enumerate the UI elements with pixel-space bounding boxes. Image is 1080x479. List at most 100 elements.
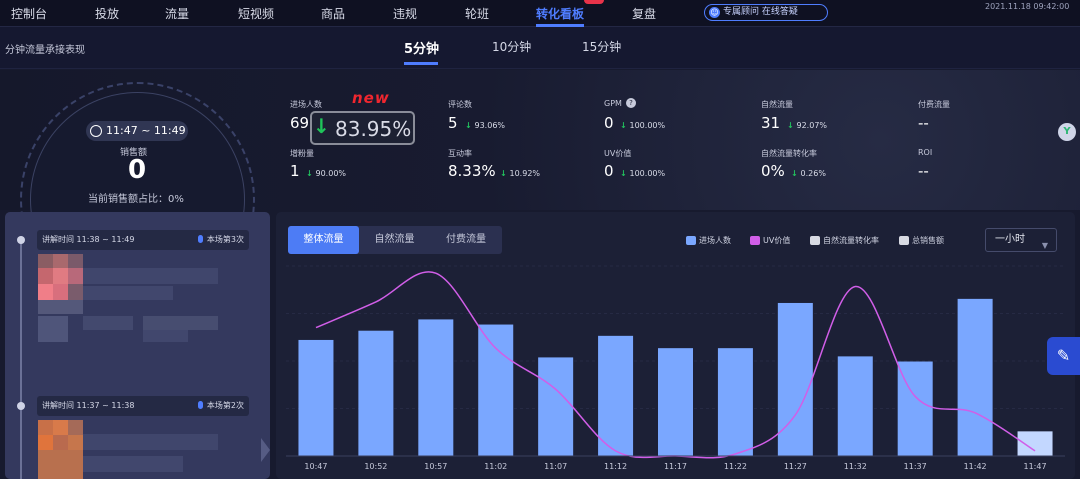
nav-item-console[interactable]: 控制台 [11,7,48,21]
down-arrow-icon: ↓ [620,169,630,178]
bar-10:52[interactable] [358,330,394,456]
episode-time: 讲解时间 11:38 ~ 11:49 [42,235,135,244]
metric-label-gpm: GPM [604,99,622,108]
nav-item-conversion-board[interactable]: 转化看板 [536,7,585,21]
tab-15min[interactable]: 15分钟 [582,40,622,54]
metric-value-comments: 5 [448,114,458,132]
sales-ratio: 当前销售额占比：0% [88,194,184,205]
metric-trend-uv-value: ↓ 100.00% [620,169,666,178]
nav-item-products[interactable]: 商品 [321,7,346,21]
range-select-value: 一小时 [995,234,1025,245]
x-tick-label: 11:32 [844,462,867,471]
mic-icon [197,235,203,243]
metric-label-comments: 评论数 [448,100,472,109]
tab-10min[interactable]: 10分钟 [492,40,532,54]
metric-label-visitors: 进场人数 [290,100,322,109]
new-annotation: new [352,89,390,107]
bar-11:07[interactable] [538,357,574,456]
segment-paid[interactable]: 付费流量 [446,234,486,245]
episode-time: 讲解时间 11:37 ~ 11:38 [42,401,135,410]
metric-value-visitors: 69 [290,114,310,132]
bar-11:47[interactable] [1017,431,1053,456]
down-arrow-icon: ↓ [306,169,316,178]
datetime: 2021.11.18 09:42:00 [985,2,1070,11]
tab-5min[interactable]: 5分钟 [404,42,440,57]
nav-item-short-video[interactable]: 短视频 [238,7,275,21]
metric-label-natural-conversion: 自然流量转化率 [761,149,817,158]
timeline [20,236,22,479]
bar-10:47[interactable] [298,339,334,456]
nav-item-shifts[interactable]: 轮班 [465,7,490,21]
sales-label: 销售额 [120,148,148,158]
info-icon[interactable]: ? [626,98,636,108]
legend-swatch [750,236,760,245]
top-nav: 控制台 投放 流量 短视频 商品 违规 轮班 转化看板 复盘 ☺ 专属顾问 在线… [0,0,1080,27]
x-tick-label: 11:02 [484,462,507,471]
help-button-label: 专属顾问 在线答疑 [723,7,798,17]
metric-value-paid-traffic: -- [918,114,929,132]
segment-natural[interactable]: 自然流量 [374,234,415,245]
bar-11:17[interactable] [658,348,693,456]
metric-value-new-fans: 1 [290,162,300,180]
metric-trend-natural-traffic: ↓ 92.07% [787,121,828,130]
metric-label-paid-traffic: 付费流量 [918,100,950,109]
legend-visitors[interactable]: 进场人数 [686,235,731,246]
metric-label-new-fans: 增粉量 [290,149,314,158]
metric-label-roi: ROI [918,148,933,157]
nav-item-traffic[interactable]: 流量 [165,7,190,21]
legend-swatch [810,236,820,245]
metric-value-interaction-rate: 8.33% [448,162,496,180]
down-arrow-icon: ↓ [465,121,475,130]
metric-value-gpm: 0 [604,114,614,132]
bar-11:27[interactable] [777,302,813,456]
metric-label-natural-traffic: 自然流量 [761,100,793,109]
nav-item-violations[interactable]: 违规 [393,7,418,21]
timeline-dot [17,402,25,410]
bar-11:02[interactable] [478,324,514,456]
legend-swatch [686,236,696,245]
highlight-box [310,111,415,145]
x-tick-label: 11:37 [904,462,927,471]
bar-11:22[interactable] [717,348,753,456]
x-tick-label: 11:07 [544,462,567,471]
episode-header[interactable]: 讲解时间 11:38 ~ 11:49 本场第3次 [37,230,249,250]
sales-value: 0 [128,155,147,185]
x-tick-label: 11:27 [784,462,807,471]
timeline-dot [17,236,25,244]
legend-natural-conversion[interactable]: 自然流量转化率 [810,235,879,246]
clock-icon [90,125,102,137]
bar-11:42[interactable] [957,298,993,456]
metric-label-interaction-rate: 互动率 [448,149,472,158]
product-image-blurred [38,420,218,479]
traffic-chart: 10:47 10:52 10:57 11:02 11:07 11:12 11:17 11:22… [286,265,1065,471]
help-button[interactable]: ☺ 专属顾问 在线答疑 [704,4,828,21]
bar-10:57[interactable] [418,319,454,456]
nav-item-review[interactable]: 复盘 [632,7,657,21]
metric-label-uv-value: UV价值 [604,149,632,158]
metric-trend-new-fans: ↓ 90.00% [306,169,347,178]
chevron-down-icon: ▼ [1041,241,1048,250]
legend-uv-value[interactable]: UV价值 [750,235,790,246]
episode-index: 本场第3次 [197,230,244,250]
mic-icon [197,401,203,409]
segment-overall[interactable]: 整体流量 [288,226,359,254]
x-tick-label: 10:57 [424,462,447,471]
x-tick-label: 11:47 [1024,462,1047,471]
range-select[interactable]: 一小时 ▼ [985,228,1057,252]
bar-11:12[interactable] [598,335,634,456]
metric-value-natural-conversion: 0% [761,162,785,180]
down-arrow-icon: ↓ [620,121,630,130]
legend-total-sales[interactable]: 总销售额 [899,235,944,246]
edit-button[interactable]: ✎ [1047,337,1080,375]
time-range-pill: 11:47 ~ 11:49 [86,121,188,141]
down-arrow-icon: ↓ [500,169,510,178]
nav-item-ads[interactable]: 投放 [95,7,120,21]
pencil-icon: ✎ [1056,346,1071,365]
bar-11:32[interactable] [837,356,873,456]
episode-header[interactable]: 讲解时间 11:37 ~ 11:38 本场第2次 [37,396,249,416]
metric-trend-visitors: 83.95% [335,117,412,141]
assistant-icon[interactable]: Y [1058,123,1076,141]
metric-value-natural-traffic: 31 [761,114,781,132]
expand-arrow-icon[interactable] [261,438,270,462]
